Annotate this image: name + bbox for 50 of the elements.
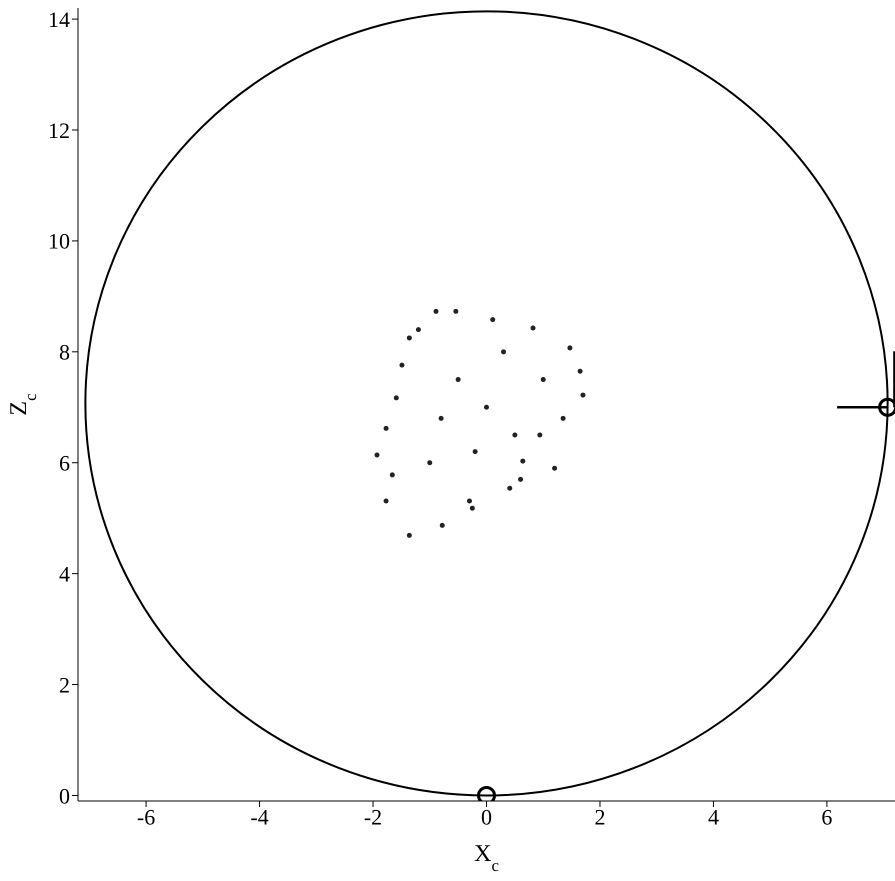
y-tick-label: 12	[48, 118, 70, 143]
x-axis-title: X$_{c}$	[474, 841, 499, 874]
point	[384, 426, 389, 431]
point	[399, 362, 404, 368]
point	[520, 458, 526, 464]
point	[440, 522, 445, 528]
point	[552, 466, 558, 471]
point	[406, 335, 412, 340]
y-tick-label: 2	[59, 672, 70, 698]
point	[456, 377, 461, 382]
point	[578, 368, 583, 374]
x-tick-label: -6	[136, 804, 156, 830]
point	[470, 506, 475, 511]
point	[530, 325, 536, 330]
point	[390, 472, 395, 478]
point	[537, 432, 542, 438]
point	[384, 498, 389, 504]
point	[560, 416, 566, 421]
y-tick-label: 10	[48, 228, 70, 254]
point	[507, 486, 512, 491]
point	[394, 395, 399, 400]
point	[878, 398, 895, 417]
point	[490, 317, 496, 322]
y-tick-label: 0	[59, 783, 70, 808]
y-tick-label: 8	[59, 340, 70, 365]
point	[374, 452, 380, 458]
y-tick-label: 4	[59, 561, 70, 586]
x-tick-label: 4	[708, 804, 719, 830]
x-tick-label: 2	[594, 804, 606, 830]
point	[438, 416, 444, 421]
point	[501, 349, 506, 354]
x-tick-label: 6	[821, 804, 832, 830]
point	[453, 308, 458, 314]
point	[518, 476, 524, 482]
point	[427, 460, 432, 466]
point	[466, 498, 472, 504]
point	[580, 392, 586, 398]
x-tick-label: 0	[481, 804, 492, 830]
point	[472, 449, 478, 454]
point	[567, 345, 572, 350]
y-tick-label: 6	[59, 450, 70, 476]
x-tick-label: -2	[364, 804, 382, 830]
x-tick-label: -4	[250, 804, 269, 830]
point	[512, 432, 518, 438]
y-tick-label: 14	[48, 6, 70, 32]
point	[434, 308, 439, 314]
point	[406, 532, 412, 538]
point	[540, 377, 546, 382]
point	[484, 404, 489, 410]
point	[416, 327, 421, 332]
